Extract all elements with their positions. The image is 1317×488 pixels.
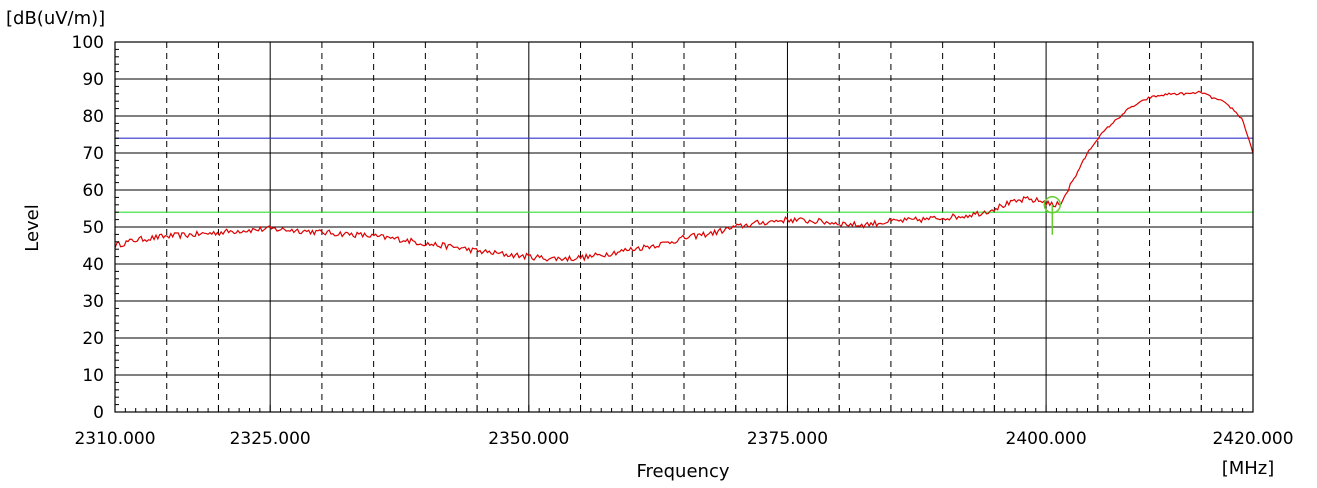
y-tick-label: 70 (82, 144, 104, 164)
grid-layer (115, 42, 1253, 412)
x-tick-label: 2325.000 (230, 429, 311, 449)
y-unit-label: [dB(uV/m)] (6, 8, 105, 29)
y-tick-label: 50 (82, 218, 104, 238)
x-tick-label: 2420.000 (1212, 429, 1293, 449)
x-tick-label: 2310.000 (74, 429, 155, 449)
y-axis-label: Level (22, 204, 43, 252)
y-tick-label: 100 (72, 33, 104, 53)
y-tick-label: 20 (82, 329, 104, 349)
series-layer (114, 90, 1254, 263)
x-tick-label: 2375.000 (747, 429, 828, 449)
x-tick-label: 2400.000 (1006, 429, 1087, 449)
y-tick-label: 30 (82, 292, 104, 312)
y-tick-label: 40 (82, 255, 104, 275)
x-unit-label: [MHz] (1222, 458, 1275, 479)
y-tick-label: 80 (82, 107, 104, 127)
y-tick-label: 0 (93, 403, 104, 423)
tick-labels: 0 10 20 30 40 50 60 70 80 90 100 2310.000 2325.000 23… (72, 33, 1294, 449)
axis-layer (114, 41, 1254, 413)
series-line (114, 90, 1254, 263)
reference-lines (115, 137, 1253, 213)
x-axis-label: Frequency (637, 461, 730, 482)
y-tick-label: 10 (82, 366, 104, 386)
x-tick-label: 2350.000 (488, 429, 569, 449)
marker-layer (1043, 196, 1062, 235)
y-tick-label: 90 (82, 70, 104, 90)
y-tick-label: 60 (82, 181, 104, 201)
